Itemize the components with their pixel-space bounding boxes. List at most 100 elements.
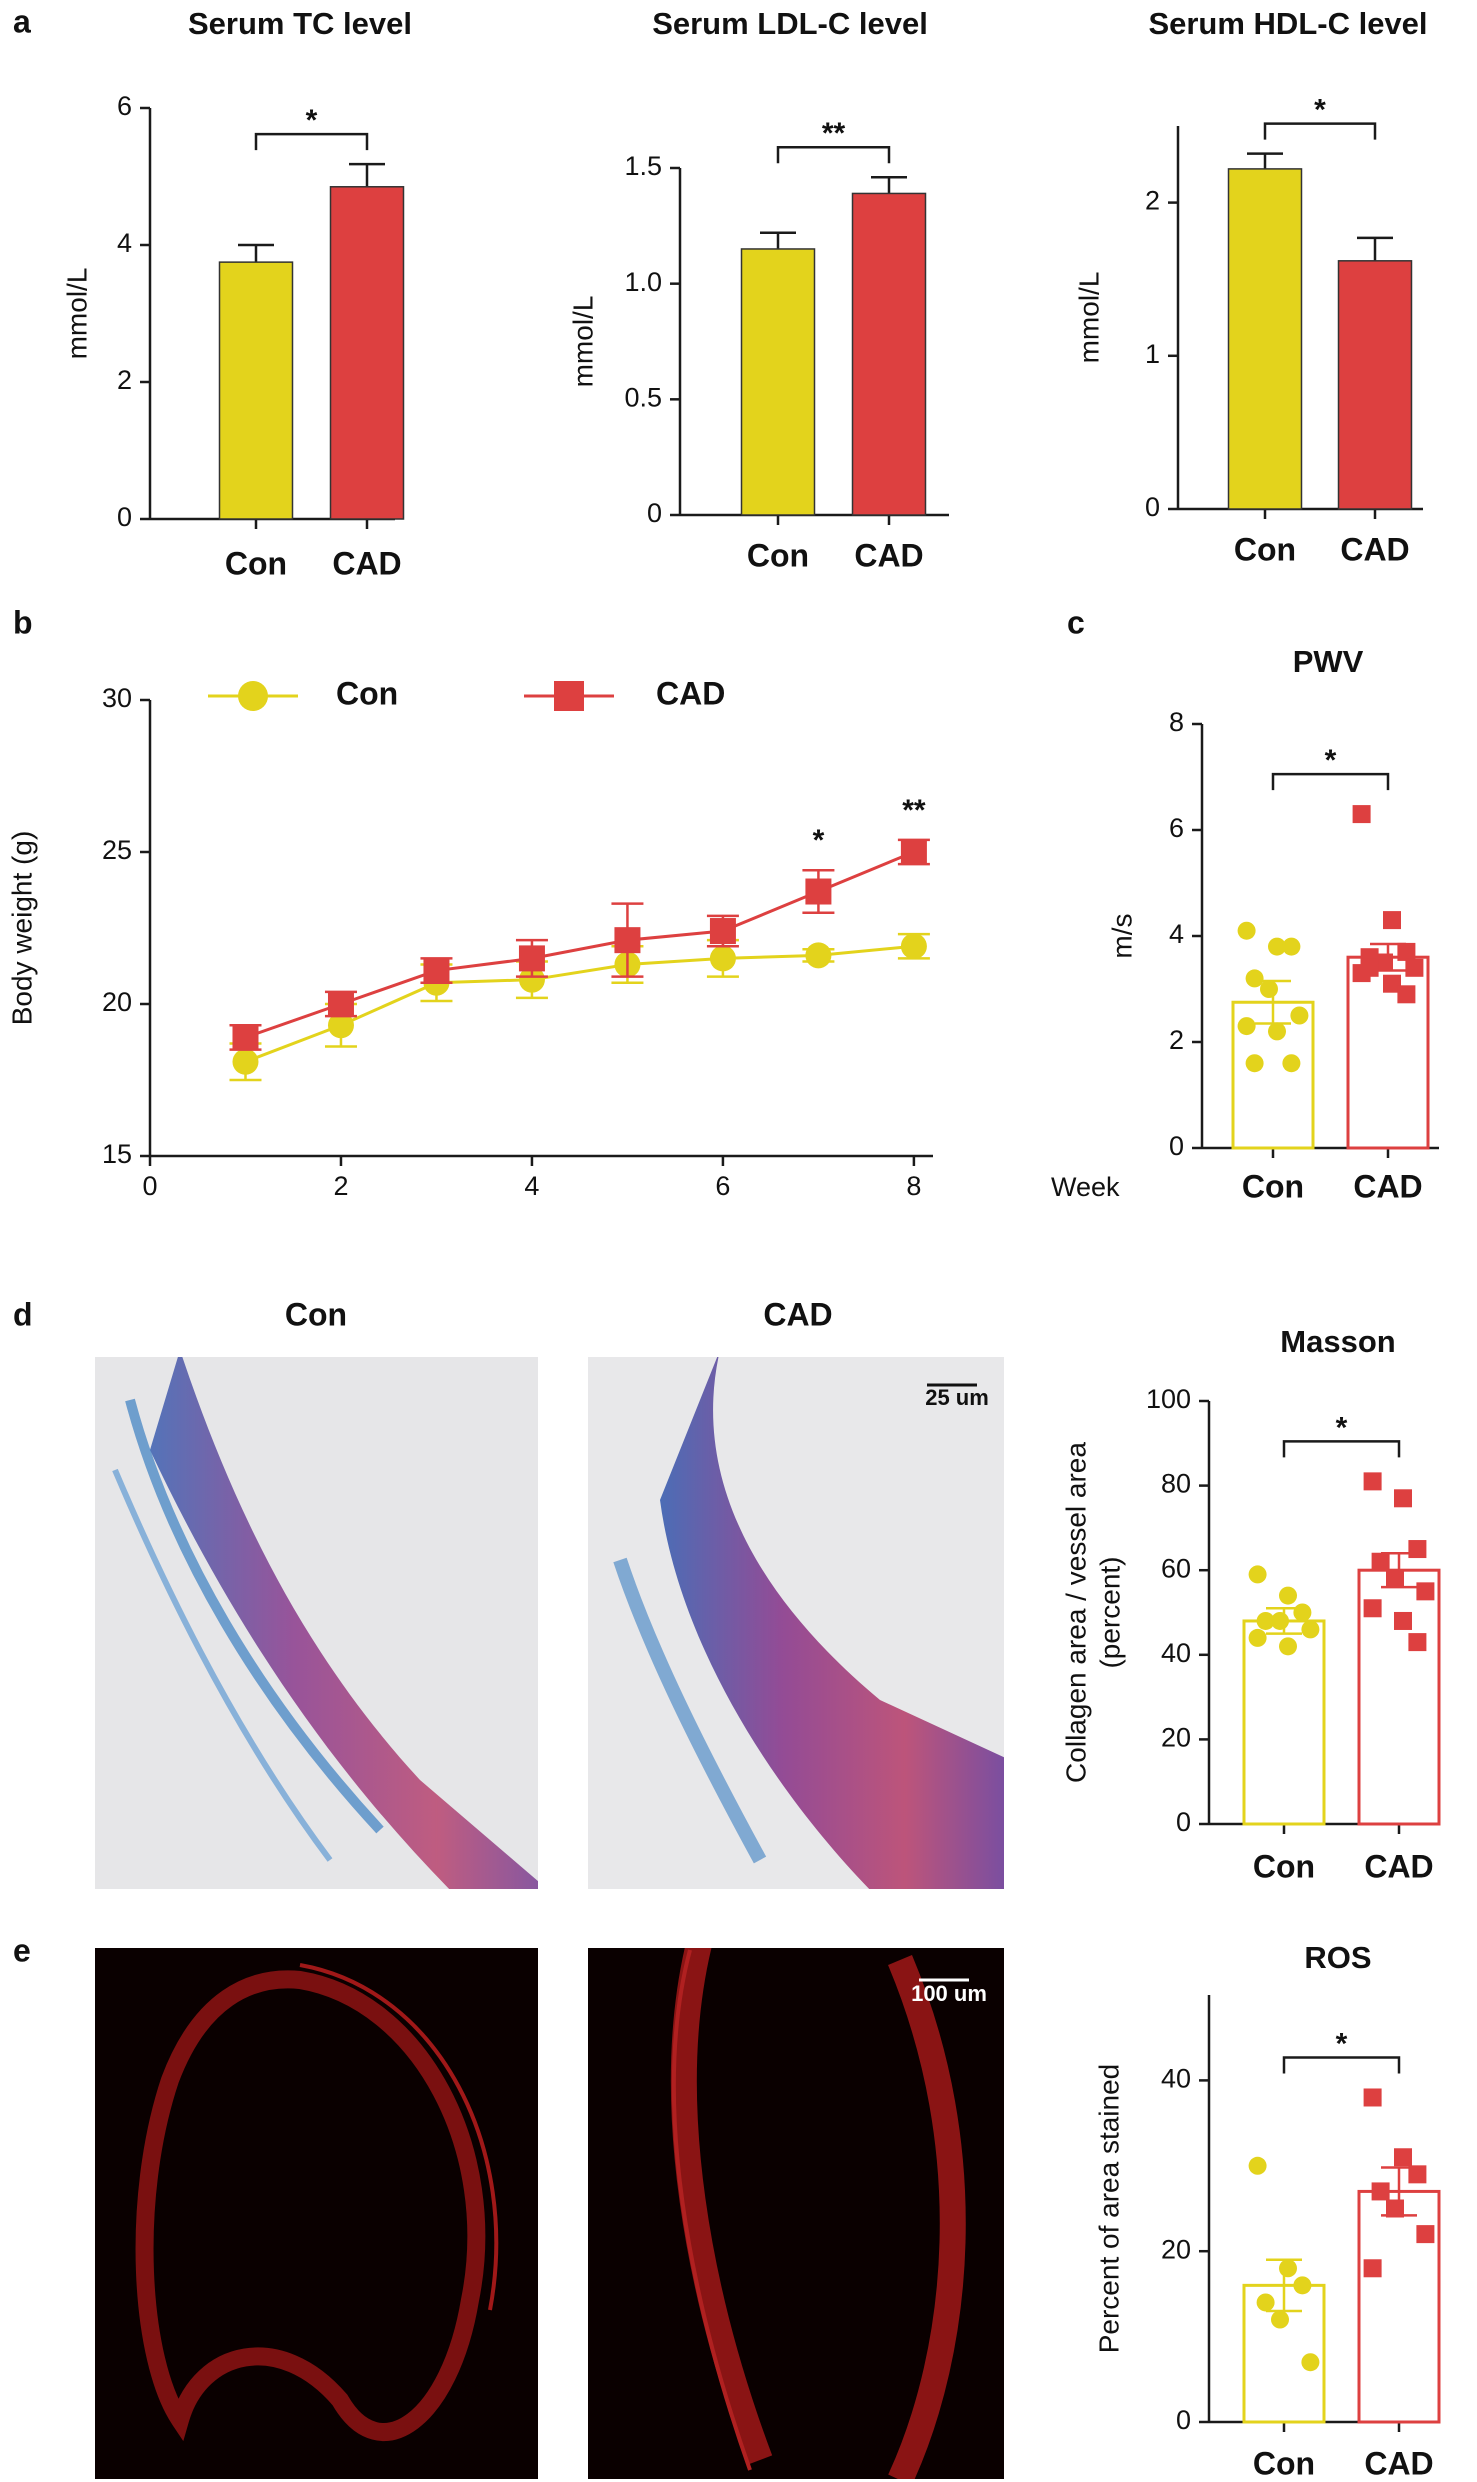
y-tick-label: 4 — [1169, 919, 1184, 949]
scale-bar-label: 25 um — [925, 1385, 989, 1410]
legend-label: Con — [336, 675, 398, 711]
point — [238, 681, 268, 711]
significance-label: * — [1336, 1411, 1348, 1444]
x-tick-label: Con — [1234, 531, 1296, 567]
point — [1371, 1552, 1390, 1571]
point — [1394, 2148, 1412, 2167]
y-tick-label: 4 — [117, 228, 132, 258]
point — [232, 1048, 259, 1075]
x-tick-label: 2 — [333, 1171, 348, 1201]
y-tick-label: 2 — [117, 365, 132, 395]
point — [805, 942, 832, 969]
point — [1408, 1540, 1427, 1559]
y-tick-label: 30 — [102, 683, 132, 713]
point — [518, 945, 545, 972]
x-tick-label: CAD — [1353, 1168, 1422, 1204]
point — [1394, 1611, 1412, 1630]
y-tick-label: 6 — [117, 91, 132, 121]
image-title: Con — [285, 1296, 347, 1332]
y-tick-label: 100 — [1146, 1384, 1191, 1414]
point — [1248, 1628, 1267, 1647]
point — [1245, 969, 1264, 988]
point — [1352, 805, 1371, 824]
x-tick-label: 0 — [142, 1171, 157, 1201]
image-title: CAD — [763, 1296, 832, 1332]
point — [1416, 2225, 1435, 2244]
panel-label: b — [13, 604, 33, 640]
y-tick-label: 20 — [1161, 2234, 1191, 2264]
y-axis-label: Collagen area / vessel area — [1060, 1442, 1091, 1783]
bar — [329, 186, 405, 520]
y-tick-label: 20 — [102, 987, 132, 1017]
scale-bar-label: 100 um — [911, 1981, 987, 2006]
point — [1301, 1620, 1320, 1639]
x-tick-label: 6 — [715, 1171, 730, 1201]
y-tick-label: 2 — [1145, 186, 1160, 216]
y-tick-label: 2 — [1169, 1025, 1184, 1055]
point — [1375, 953, 1393, 972]
y-tick-label: 1.5 — [624, 151, 662, 181]
annotation: ** — [902, 794, 926, 827]
point — [1237, 921, 1256, 940]
bar — [218, 261, 294, 520]
micrograph — [95, 1357, 538, 1889]
bar — [1337, 260, 1413, 510]
significance-label: * — [1336, 2027, 1348, 2060]
micrograph — [95, 1948, 538, 2479]
x-tick-label: CAD — [332, 545, 401, 581]
panel-label: d — [13, 1296, 33, 1332]
point — [1394, 1489, 1412, 1508]
point — [1256, 2293, 1275, 2312]
point — [900, 839, 927, 865]
point — [1256, 1611, 1275, 1630]
y-axis-label: (percent) — [1094, 1556, 1125, 1668]
x-tick-label: CAD — [1340, 531, 1409, 567]
y-axis-label: m/s — [1106, 913, 1137, 958]
micrograph — [588, 1948, 1004, 2479]
panel-label: a — [13, 3, 31, 39]
x-axis-label: Week — [1051, 1172, 1120, 1202]
point — [1279, 1637, 1297, 1656]
significance-label: * — [1314, 93, 1326, 126]
point — [1282, 937, 1301, 956]
y-tick-label: 0 — [1169, 1131, 1184, 1161]
point — [232, 1024, 259, 1051]
x-tick-label: Con — [1242, 1168, 1304, 1204]
point — [1405, 958, 1424, 977]
y-tick-label: 40 — [1161, 2064, 1191, 2094]
x-tick-label: CAD — [854, 537, 923, 573]
point — [1363, 2088, 1382, 2107]
line — [244, 850, 915, 1039]
point — [805, 878, 832, 905]
point — [1363, 1472, 1382, 1491]
annotation: * — [813, 824, 825, 857]
x-tick-label: Con — [1253, 2445, 1315, 2481]
point — [1271, 1611, 1289, 1630]
point — [1248, 2156, 1267, 2175]
point — [1386, 2199, 1404, 2218]
x-tick-label: CAD — [1364, 2445, 1433, 2481]
x-tick-label: Con — [747, 537, 809, 573]
point — [1301, 2353, 1320, 2372]
y-tick-label: 60 — [1161, 1553, 1191, 1583]
panel-label: c — [1067, 604, 1085, 640]
legend-label: CAD — [656, 675, 725, 711]
point — [1245, 1054, 1264, 1073]
point — [1290, 1006, 1309, 1025]
y-axis-label: mmol/L — [567, 296, 598, 388]
x-tick-label: CAD — [1364, 1848, 1433, 1884]
point — [518, 966, 545, 993]
significance-bracket — [1271, 772, 1390, 791]
y-tick-label: 0 — [1176, 2405, 1191, 2435]
point — [1383, 911, 1401, 930]
point — [1271, 2310, 1289, 2329]
micrograph — [588, 1357, 1004, 1889]
y-axis-label: mmol/L — [61, 268, 92, 360]
point — [1408, 2165, 1427, 2184]
x-tick-label: Con — [225, 545, 287, 581]
chart-title: PWV — [1293, 644, 1364, 679]
point — [1268, 1022, 1286, 1041]
line — [244, 944, 915, 1064]
significance-bracket — [254, 132, 369, 151]
chart-title: Serum HDL-C level — [1148, 6, 1427, 41]
